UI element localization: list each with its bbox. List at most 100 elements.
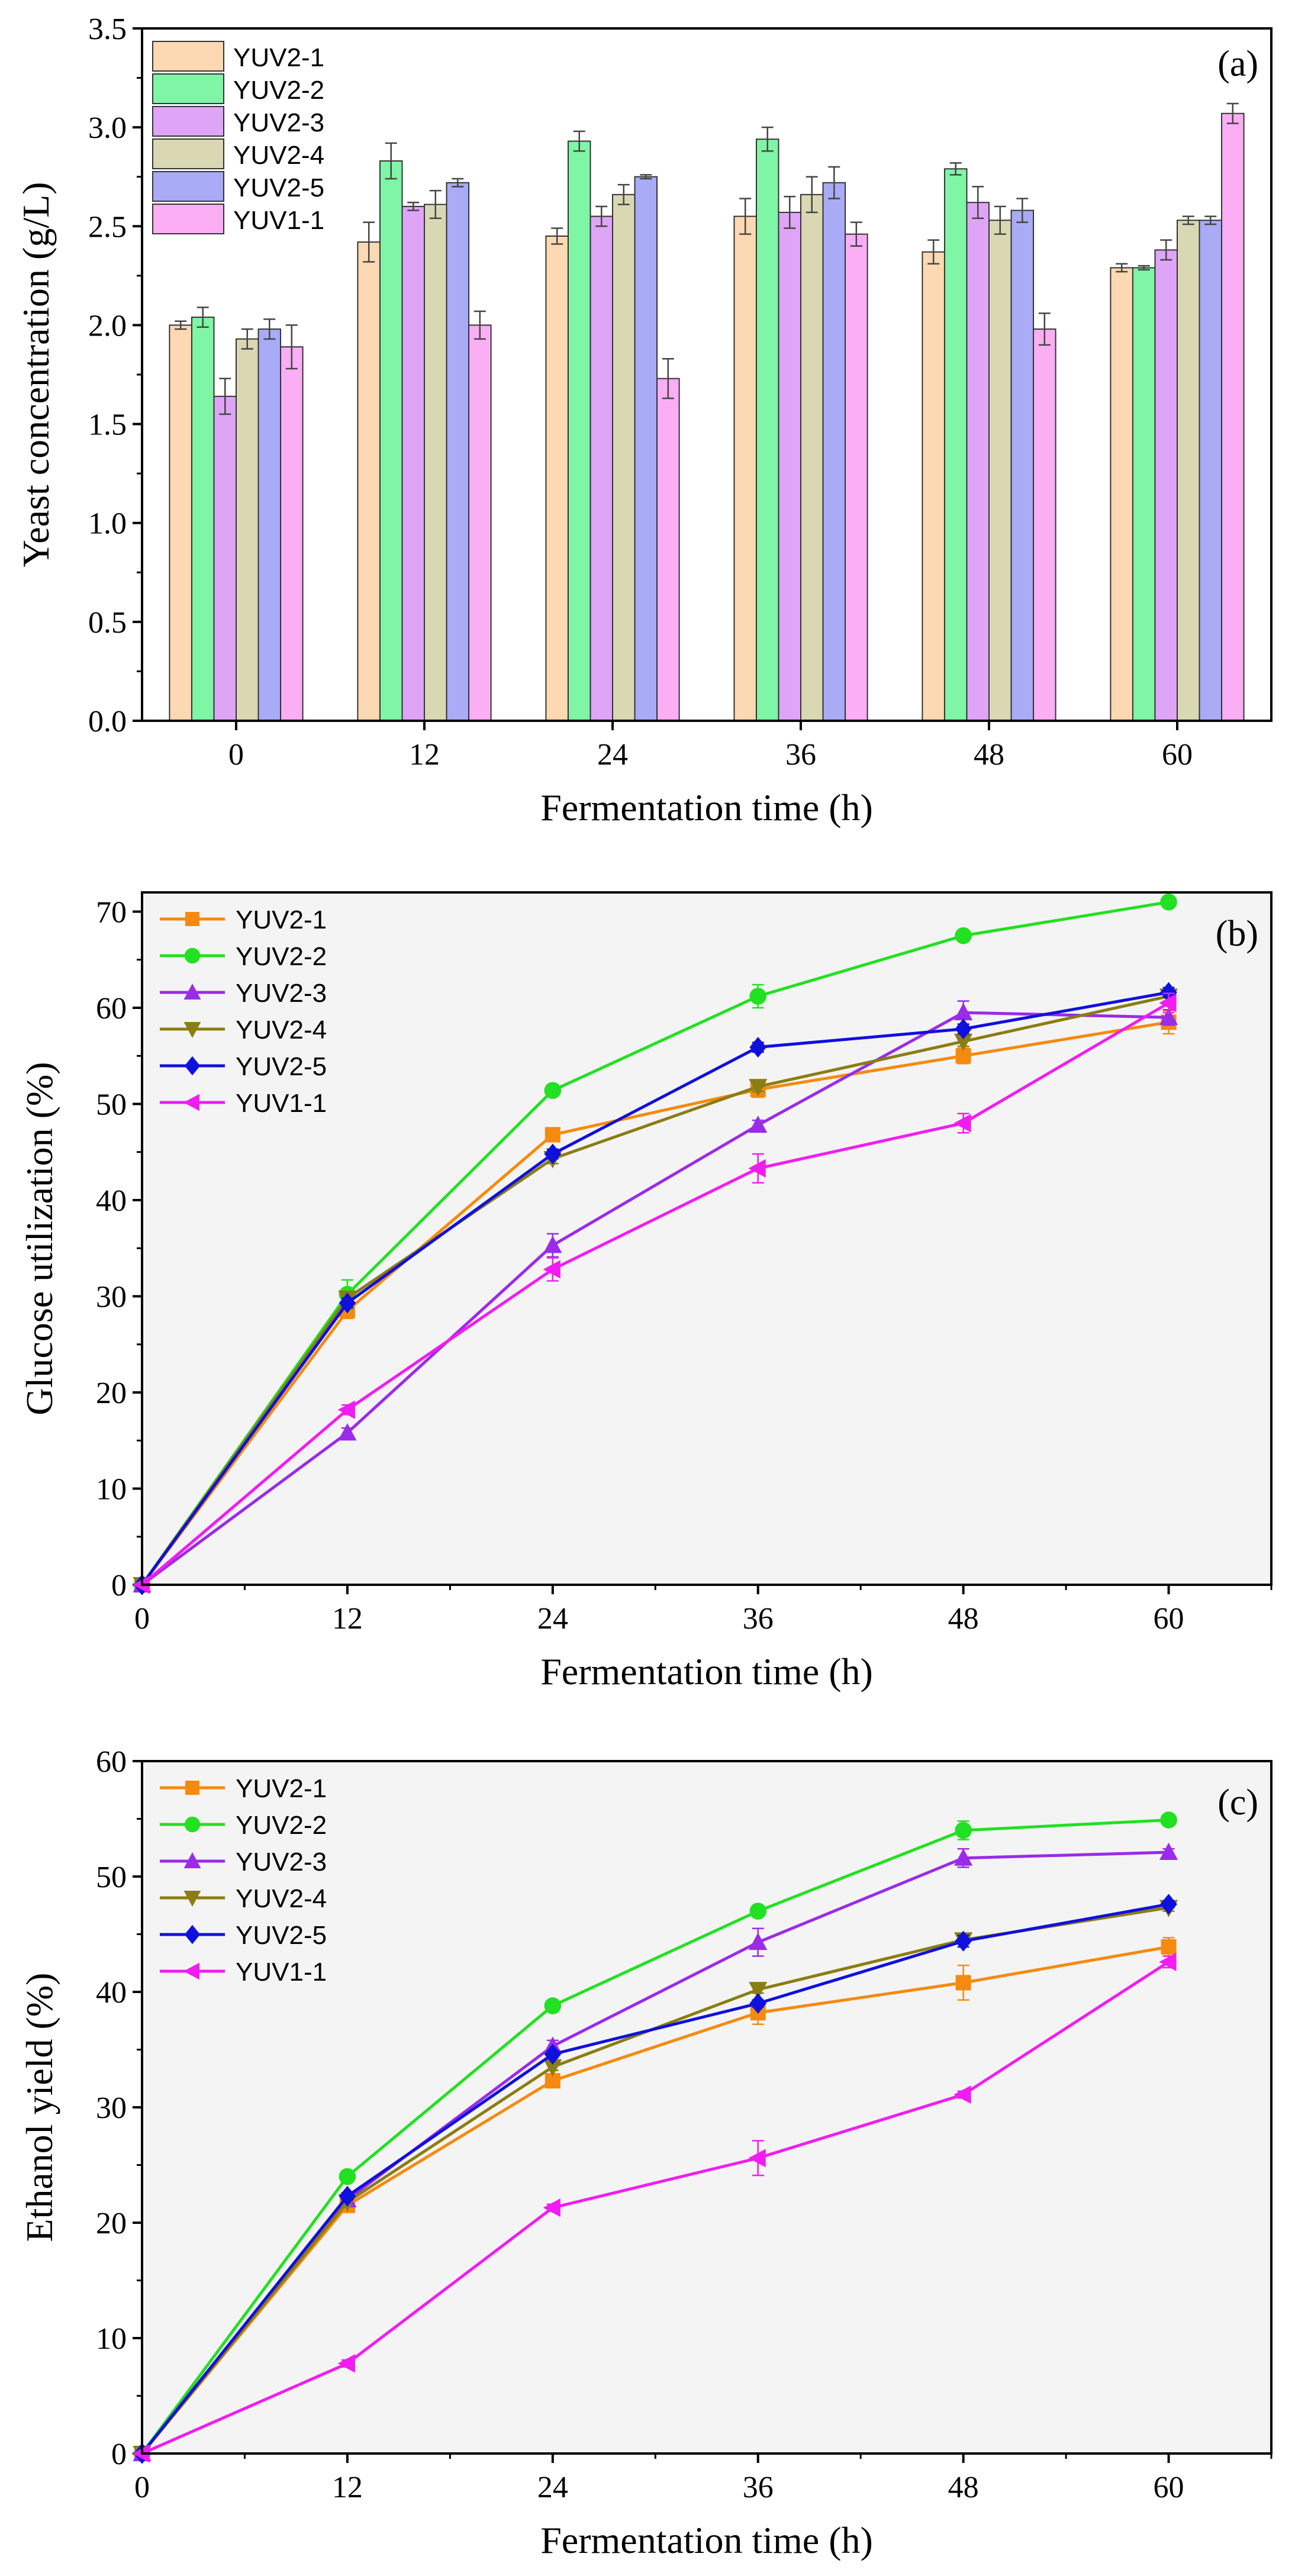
data-point (955, 927, 972, 944)
data-point (543, 1236, 562, 1253)
x-tick-label: 0 (134, 1602, 150, 1636)
bar (191, 317, 215, 721)
bar (257, 328, 282, 721)
bar (1010, 209, 1035, 721)
bar-series-YUV2-1 (169, 198, 1133, 722)
data-point (339, 2168, 356, 2185)
data-point (339, 2185, 356, 2207)
y-tick-label: 70 (96, 896, 127, 930)
legend-marker (183, 1891, 201, 1907)
x-tick-label: 36 (743, 1602, 774, 1636)
legend-label: YUV2-5 (236, 1921, 327, 1950)
x-axis-title: Fermentation time (h) (540, 1650, 873, 1692)
data-point (749, 1115, 768, 1133)
y-tick-label: 2.5 (88, 210, 127, 244)
y-tick-label: 60 (96, 1745, 127, 1779)
legend-marker (184, 1056, 201, 1076)
bar (845, 233, 868, 721)
x-axis-title: Fermentation time (h) (540, 786, 873, 828)
legend-label: YUV2-3 (236, 979, 327, 1008)
series-line (140, 900, 1169, 1586)
data-point (544, 1082, 562, 1100)
legend-swatch (152, 138, 224, 169)
bar (468, 324, 492, 721)
x-tick-label: 60 (1154, 1602, 1184, 1636)
bar (822, 182, 846, 721)
series-line (141, 1903, 1169, 2455)
bar (634, 176, 658, 721)
series-line (141, 1011, 1169, 1587)
bar (280, 346, 304, 721)
plot-frame (141, 891, 1273, 1586)
x-axis-title: Fermentation time (h) (540, 2519, 873, 2561)
data-point (955, 1018, 972, 1040)
legend-swatch (152, 41, 224, 72)
y-tick-label: 0.0 (88, 705, 127, 739)
y-tick-label: 2.0 (88, 309, 127, 343)
legend-label: YUV2-2 (233, 76, 324, 105)
y-tick-label: 50 (96, 1088, 127, 1122)
bar (379, 160, 403, 721)
bar (1154, 249, 1178, 721)
panel-label: (c) (1217, 1782, 1258, 1823)
data-point (749, 988, 767, 1005)
legend-label: YUV2-4 (236, 1015, 327, 1044)
x-tick-label: 48 (948, 2471, 979, 2504)
data-point (953, 2085, 971, 2104)
data-point (954, 1848, 973, 1866)
y-tick-label: 20 (96, 2207, 127, 2240)
legend-marker (183, 1094, 199, 1111)
x-tick-label: 24 (537, 2471, 568, 2504)
bar (589, 215, 614, 722)
legend-label: YUV1-1 (233, 206, 324, 235)
series-line (140, 995, 1170, 1586)
bar-series-YUV2-4 (236, 176, 1200, 721)
bar (1177, 220, 1200, 721)
bar (612, 194, 636, 721)
plot-frame (141, 1760, 1273, 2455)
data-point (954, 1002, 973, 1021)
legend-marker (185, 1781, 199, 1795)
series-line (140, 1020, 1169, 1586)
legend-label: YUV1-1 (236, 1958, 327, 1987)
y-tick-label: 40 (96, 1976, 127, 2010)
bar (169, 324, 192, 721)
bar (943, 168, 968, 722)
legend-swatch (152, 73, 224, 104)
data-point (544, 1143, 562, 1165)
legend-swatch (152, 204, 224, 234)
legend-label: YUV2-4 (233, 141, 324, 170)
x-tick-label: 36 (785, 738, 816, 772)
chart-b: 0 10 20 30 40 50 60 70 0 12 24 36 48 60 Fermentation t… (18, 891, 1273, 1692)
bar (213, 395, 237, 721)
data-point (1159, 1842, 1178, 1861)
y-tick-label: 30 (96, 1281, 127, 1314)
y-tick-label: 3.0 (88, 111, 127, 145)
panel-label: (a) (1217, 44, 1258, 84)
y-tick-label: 1.0 (88, 507, 127, 541)
data-point (1159, 994, 1177, 1013)
bar (424, 204, 447, 721)
x-tick-label: 12 (409, 738, 440, 772)
x-tick-label: 48 (948, 1602, 979, 1636)
legend-label: YUV2-3 (236, 1848, 327, 1877)
x-tick-label: 0 (228, 738, 244, 772)
x-tick-label: 48 (974, 738, 1004, 772)
data-point (1159, 1008, 1178, 1026)
data-point (955, 1930, 972, 1952)
data-point (543, 2198, 560, 2217)
bar (1199, 220, 1223, 721)
y-tick-label: 10 (96, 1473, 127, 1507)
data-point (338, 1423, 357, 1441)
y-tick-label: 40 (96, 1184, 127, 1218)
bar (545, 236, 569, 721)
x-tick-label: 12 (332, 2471, 363, 2504)
bar (1033, 328, 1056, 721)
data-point (1160, 1811, 1177, 1829)
line-series-YUV2-5 (133, 1894, 1177, 2464)
bar (656, 378, 680, 721)
bar (446, 182, 470, 721)
legend-label: YUV2-1 (236, 1774, 327, 1803)
bar (733, 215, 757, 722)
